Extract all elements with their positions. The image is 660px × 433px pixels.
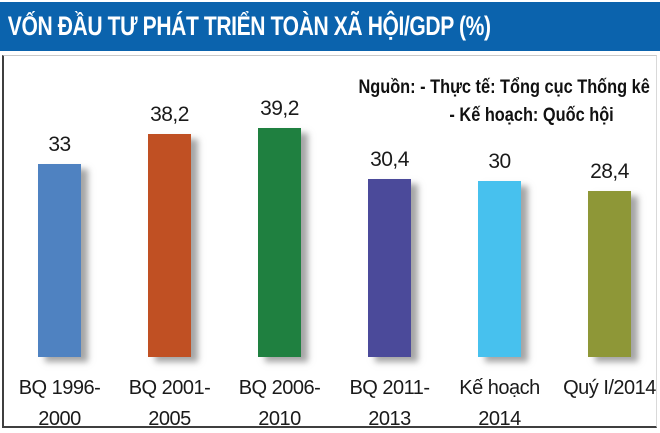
category-label-line: BQ 2011- <box>349 377 430 399</box>
category-label-line: 2010 <box>258 408 301 430</box>
bar-value-label-3: 39,2 <box>260 97 299 120</box>
chart-title-bar: VỐN ĐẦU TƯ PHÁT TRIỂN TOÀN XÃ HỘI/GDP (%… <box>0 2 660 51</box>
source-note-line2: - Kế hoạch: Quốc hội <box>449 105 614 126</box>
category-label-line: 2013 <box>368 408 411 430</box>
category-label-1: BQ 1996- 2000 <box>4 373 116 433</box>
bar-value-label-5: 30 <box>488 150 511 173</box>
bar-value-label-4: 30,4 <box>370 148 409 171</box>
category-label-line: 2014 <box>478 408 521 430</box>
category-label-line: BQ 2001- <box>128 377 211 399</box>
bar-value-label-6: 28,4 <box>590 160 629 183</box>
bar-6 <box>588 191 631 357</box>
category-label-4: BQ 2011- 2013 <box>334 373 446 433</box>
category-label-line: BQ 2006- <box>238 377 321 399</box>
plot-area: 33 BQ 1996- 2000 38,2 BQ 2001- 2005 39,2 BQ 200… <box>4 56 660 430</box>
chart-panel: Nguồn: - Thực tế: Tổng cục Thống kê - Kế… <box>2 55 660 430</box>
bar-value-label-2: 38,2 <box>150 103 189 126</box>
bar-2 <box>148 134 191 357</box>
category-label-6: Quý I/2014 <box>554 373 660 404</box>
source-note-line1: Nguồn: - Thực tế: Tổng cục Thống kê <box>358 77 650 98</box>
category-label-line: 2000 <box>38 408 81 430</box>
bar-5 <box>478 181 521 357</box>
category-label-line: BQ 1996- <box>18 377 101 399</box>
category-label-line: 2005 <box>148 408 191 430</box>
bar-value-label-1: 33 <box>48 133 71 156</box>
category-label-2: BQ 2001- 2005 <box>114 373 226 433</box>
bar-4 <box>368 179 411 357</box>
category-label-3: BQ 2006- 2010 <box>224 373 336 433</box>
source-note: Nguồn: - Thực tế: Tổng cục Thống kê - Kế… <box>359 74 650 130</box>
chart-title: VỐN ĐẦU TƯ PHÁT TRIỂN TOÀN XÃ HỘI/GDP (%… <box>7 11 491 41</box>
category-label-line: Quý I/2014 <box>563 377 656 399</box>
category-label-line: Kế hoạch <box>459 377 540 399</box>
bar-1 <box>38 164 81 357</box>
bar-3 <box>258 128 301 357</box>
category-label-5: Kế hoạch 2014 <box>444 373 556 433</box>
